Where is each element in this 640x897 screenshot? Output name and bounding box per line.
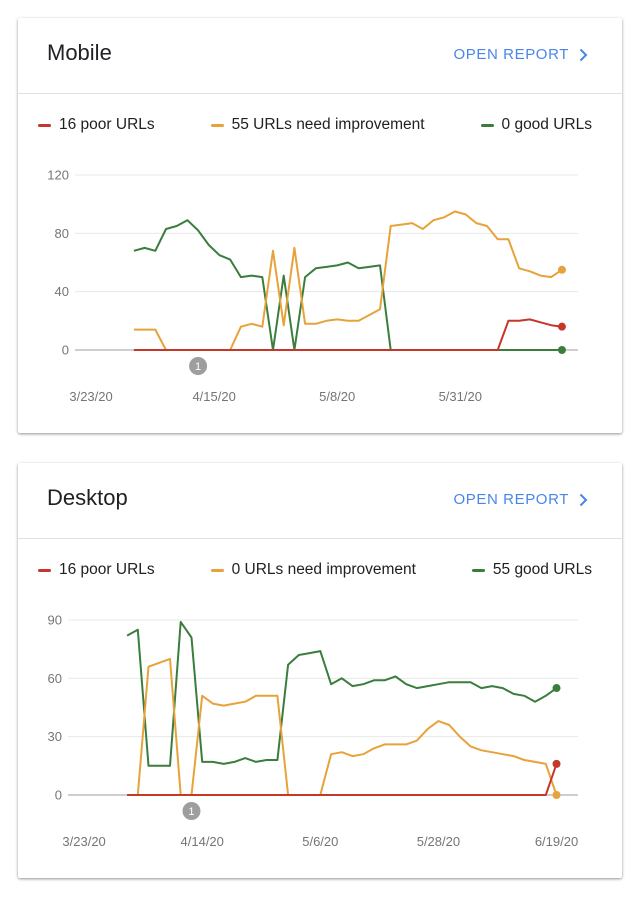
series-line bbox=[127, 657, 558, 796]
x-tick-label: 5/6/20 bbox=[302, 834, 338, 849]
annotation-label: 1 bbox=[195, 361, 201, 373]
annotation-label: 1 bbox=[188, 806, 194, 818]
annotation-marker bbox=[182, 802, 201, 820]
y-tick-label: 80 bbox=[55, 226, 69, 241]
legend-label: 55 good URLs bbox=[492, 561, 592, 578]
annotation[interactable]: 1 bbox=[189, 357, 208, 375]
x-tick-label: 5/28/20 bbox=[417, 834, 460, 849]
y-tick-label: 60 bbox=[48, 671, 62, 686]
legend-item[interactable]: 16 poor URLs bbox=[38, 561, 155, 579]
legend: 16 poor URLs 55 URLs need improvement 0 go… bbox=[38, 116, 592, 134]
chart: 0 30 60 90 3/23/20 4/14/20 5/6/20 5/28/20 6/19/2… bbox=[48, 613, 579, 850]
chart: 0 40 80 120 3/23/20 4/15/20 5/8/20 5/31/20 1 bbox=[47, 168, 578, 404]
card-title: Desktop bbox=[47, 485, 128, 510]
legend-item[interactable]: 55 URLs need improvement bbox=[210, 116, 425, 134]
legend-swatch bbox=[210, 568, 224, 572]
link-text: OPEN REPORT bbox=[453, 46, 569, 63]
card-header: Desktop OPEN REPORT bbox=[18, 463, 622, 539]
y-tick-label: 120 bbox=[47, 168, 69, 183]
y-tick-label: 90 bbox=[48, 613, 62, 628]
series-line bbox=[133, 210, 563, 351]
legend-swatch bbox=[471, 568, 485, 572]
x-tick-label: 3/23/20 bbox=[62, 834, 105, 849]
legend-label: 16 poor URLs bbox=[59, 561, 155, 578]
x-tick-label: 5/31/20 bbox=[439, 389, 482, 404]
legend-item[interactable]: 0 good URLs bbox=[480, 116, 592, 134]
end-point bbox=[552, 684, 561, 693]
chevron bbox=[579, 493, 588, 506]
end-point bbox=[557, 322, 566, 331]
y-tick-label: 0 bbox=[55, 788, 62, 803]
series-line bbox=[126, 620, 558, 767]
y-tick-label: 40 bbox=[55, 284, 69, 299]
legend-label: 55 URLs need improvement bbox=[231, 116, 425, 133]
annotation[interactable]: 1 bbox=[182, 802, 201, 820]
card-title: Mobile bbox=[47, 40, 112, 65]
card: Desktop OPEN REPORT 0 30 60 90 3/23/20 4/14/20 5… bbox=[18, 463, 622, 878]
end-point bbox=[552, 759, 561, 768]
x-tick-label: 4/15/20 bbox=[192, 389, 235, 404]
legend-item[interactable]: 55 good URLs bbox=[471, 561, 592, 579]
x-tick-label: 6/19/20 bbox=[535, 834, 578, 849]
legend-swatch bbox=[210, 123, 224, 127]
chevron-icon bbox=[579, 48, 588, 61]
end-point bbox=[552, 791, 561, 799]
legend-label: 0 URLs need improvement bbox=[231, 561, 416, 578]
y-tick-label: 0 bbox=[62, 343, 69, 358]
chevron-icon bbox=[579, 493, 588, 506]
legend-swatch bbox=[38, 568, 51, 572]
card-header: Mobile OPEN REPORT bbox=[18, 18, 622, 94]
legend: 16 poor URLs 0 URLs need improvement 55 go… bbox=[38, 561, 592, 579]
series-line bbox=[133, 318, 563, 351]
card: Mobile OPEN REPORT 0 40 80 120 3/23/20 4/15/20 5… bbox=[18, 18, 622, 433]
legend-label: 0 good URLs bbox=[501, 116, 592, 133]
end-point bbox=[557, 265, 566, 274]
legend-label: 16 poor URLs bbox=[59, 116, 155, 133]
end-point bbox=[557, 346, 566, 354]
open-report-link[interactable]: OPEN REPORT bbox=[453, 491, 588, 508]
chevron bbox=[579, 48, 588, 61]
series-line bbox=[127, 763, 558, 796]
legend-item[interactable]: 16 poor URLs bbox=[38, 116, 155, 134]
link-text: OPEN REPORT bbox=[453, 491, 569, 508]
x-tick-label: 5/8/20 bbox=[319, 389, 355, 404]
x-tick-label: 4/14/20 bbox=[181, 834, 224, 849]
legend-swatch bbox=[38, 123, 51, 127]
open-report-link[interactable]: OPEN REPORT bbox=[453, 46, 588, 63]
legend-item[interactable]: 0 URLs need improvement bbox=[210, 561, 416, 579]
annotation-marker bbox=[189, 357, 208, 375]
y-tick-label: 30 bbox=[48, 729, 62, 744]
legend-swatch bbox=[480, 123, 494, 127]
x-tick-label: 3/23/20 bbox=[69, 389, 112, 404]
